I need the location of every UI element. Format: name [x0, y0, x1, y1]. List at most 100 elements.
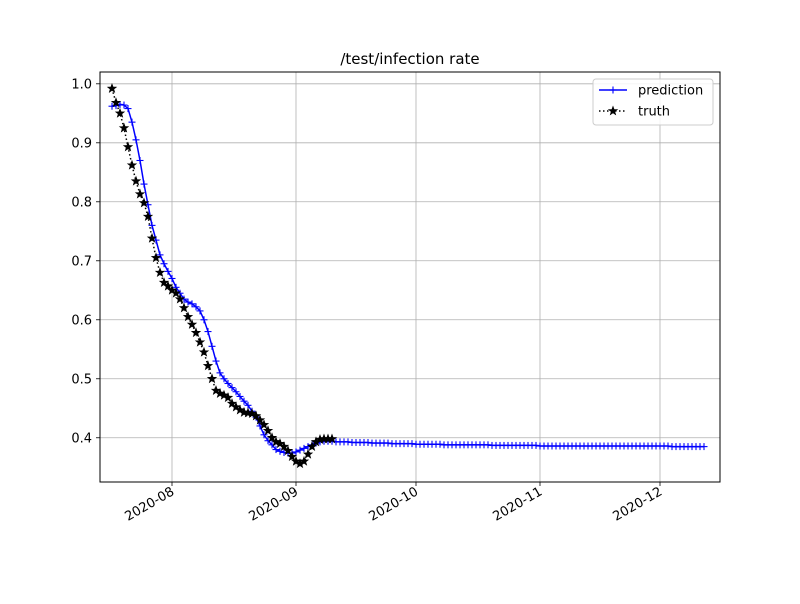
data-point-truth: [266, 432, 278, 443]
data-point-truth: [150, 252, 162, 263]
data-point-prediction: [276, 447, 284, 455]
data-point-truth: [250, 410, 262, 421]
data-point-truth: [258, 419, 270, 430]
data-point-prediction: [196, 307, 204, 315]
data-point-truth: [170, 287, 182, 298]
y-tick-label: 0.8: [71, 195, 92, 210]
legend-item-truth: truth: [599, 105, 670, 120]
data-point-prediction: [664, 442, 672, 450]
data-point-prediction: [364, 438, 372, 446]
data-point-truth: [186, 319, 198, 329]
data-point-truth: [138, 197, 150, 208]
data-point-truth: [154, 267, 166, 278]
data-point-prediction: [148, 221, 156, 229]
data-point-truth: [134, 188, 146, 199]
y-tick-label: 0.6: [71, 313, 92, 328]
series-layer: [106, 83, 708, 469]
data-point-prediction: [228, 384, 236, 392]
data-point-prediction: [132, 136, 140, 144]
data-point-prediction: [184, 298, 192, 306]
data-point-prediction: [208, 342, 216, 350]
data-point-truth: [182, 311, 194, 322]
data-point-prediction: [140, 180, 148, 188]
data-point-prediction: [232, 388, 240, 396]
data-point-prediction: [532, 441, 540, 449]
data-point-truth: [190, 327, 202, 338]
data-point-prediction: [200, 316, 208, 324]
data-point-truth: [222, 392, 234, 403]
data-point-truth: [114, 107, 126, 118]
data-point-prediction: [192, 303, 200, 311]
data-point-truth: [126, 159, 138, 170]
data-point-truth: [262, 425, 274, 436]
data-point-truth: [178, 302, 190, 313]
data-point-prediction: [408, 440, 416, 448]
data-point-prediction: [224, 379, 232, 387]
data-point-prediction: [128, 118, 136, 126]
y-tick-label: 1.0: [71, 77, 92, 92]
legend-marker: [609, 86, 617, 94]
data-point-prediction: [204, 328, 212, 336]
data-point-truth: [246, 408, 258, 418]
data-point-truth: [282, 445, 294, 456]
y-tick-label: 0.5: [71, 372, 92, 387]
data-point-truth: [302, 448, 314, 459]
data-point-prediction: [220, 375, 228, 383]
legend-label: truth: [638, 105, 670, 120]
data-point-prediction: [484, 441, 492, 449]
data-point-truth: [130, 175, 142, 186]
legend-label: prediction: [638, 84, 703, 99]
data-point-prediction: [156, 251, 164, 259]
data-point-prediction: [300, 444, 308, 452]
data-point-truth: [278, 441, 290, 452]
data-point-truth: [198, 346, 210, 357]
data-point-truth: [110, 97, 122, 108]
data-point-prediction: [136, 156, 144, 164]
data-point-truth: [326, 433, 338, 444]
data-point-prediction: [216, 369, 224, 377]
data-point-truth: [298, 455, 310, 466]
data-point-truth: [206, 373, 218, 384]
data-point-prediction: [700, 443, 708, 451]
data-point-truth: [234, 404, 246, 415]
data-point-truth: [254, 414, 266, 425]
data-point-prediction: [292, 448, 300, 456]
data-point-truth: [106, 83, 118, 93]
data-point-prediction: [260, 431, 268, 439]
data-point-truth: [306, 441, 318, 452]
data-point-prediction: [108, 102, 116, 110]
data-point-prediction: [236, 392, 244, 400]
data-point-truth: [202, 360, 214, 371]
data-point-prediction: [272, 446, 280, 454]
legend-item-prediction: prediction: [599, 84, 703, 99]
data-point-prediction: [124, 105, 132, 113]
data-point-truth: [142, 211, 154, 221]
data-point-prediction: [188, 300, 196, 308]
data-point-prediction: [240, 397, 248, 405]
data-point-prediction: [120, 101, 128, 109]
plot-frame: [99, 71, 721, 483]
data-point-truth: [218, 389, 230, 400]
data-point-prediction: [296, 446, 304, 454]
y-tick-label: 0.9: [71, 136, 92, 151]
data-point-prediction: [344, 438, 352, 446]
legend: prediction truth: [592, 78, 714, 126]
chart-title: /test/infection rate: [340, 50, 479, 68]
data-point-prediction: [168, 274, 176, 282]
data-point-prediction: [384, 439, 392, 447]
data-point-truth: [194, 336, 206, 347]
data-point-truth: [162, 280, 174, 291]
y-tick-label: 0.4: [71, 431, 92, 446]
legend-marker: [607, 105, 619, 116]
y-tick-label: 0.7: [71, 254, 92, 269]
data-point-prediction: [160, 260, 168, 268]
data-point-prediction: [212, 357, 220, 365]
series-truth: [106, 83, 338, 469]
data-point-truth: [118, 122, 130, 133]
data-point-truth: [174, 293, 186, 304]
data-point-prediction: [436, 440, 444, 448]
data-point-truth: [146, 232, 158, 243]
data-point-truth: [286, 451, 298, 462]
